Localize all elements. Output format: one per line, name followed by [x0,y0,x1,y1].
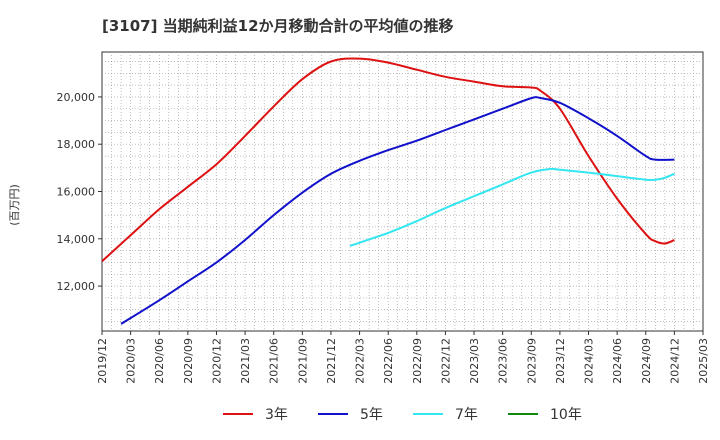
x-axis-ticks: 2019/12 2020/03 2020/06 2020/09 2020/12 2021/… [96,331,710,384]
x-tick-label: 2020/06 [153,338,166,384]
x-tick-label: 2020/09 [182,338,195,384]
grid [102,52,703,331]
x-tick-label: 2023/12 [554,338,567,384]
y-tick-label: 18,000 [57,138,96,151]
x-tick-label: 2023/09 [525,338,538,384]
x-tick-label: 2022/03 [354,338,367,384]
legend-label-10年: 10年 [550,407,582,423]
x-tick-label: 2024/09 [640,338,653,384]
x-tick-label: 2024/12 [668,338,681,384]
x-tick-label: 2021/06 [268,338,281,384]
x-tick-label: 2021/12 [325,338,338,384]
y-tick-label: 14,000 [57,233,96,246]
x-tick-label: 2021/09 [296,338,309,384]
series-line-7年 [349,167,675,247]
x-tick-label: 2021/03 [239,338,252,384]
y-tick-label: 20,000 [57,91,96,104]
legend-label-3年: 3年 [265,407,288,423]
x-tick-label: 2019/12 [96,338,109,384]
x-tick-label: 2022/09 [411,338,424,384]
chart-title: [3107] 当期純利益12か月移動合計の平均値の推移 [102,17,454,35]
x-tick-label: 2020/12 [210,338,223,384]
x-tick-label: 2024/06 [611,338,624,384]
x-tick-label: 2020/03 [125,338,138,384]
x-tick-label: 2022/06 [382,338,395,384]
legend-label-7年: 7年 [455,407,478,423]
y-axis-label: (百万円) [8,184,21,226]
legend-label-5年: 5年 [360,407,383,423]
x-tick-label: 2025/03 [697,338,710,384]
legend: 3年 5年 7年 10年 [223,407,582,423]
y-axis-ticks: 12,000 14,000 16,000 18,000 20,000 [57,91,102,293]
x-tick-label: 2022/12 [439,338,452,384]
x-tick-label: 2023/06 [497,338,510,384]
x-tick-label: 2024/03 [583,338,596,384]
series-line-3年 [101,57,675,263]
y-tick-label: 12,000 [57,280,96,293]
y-tick-label: 16,000 [57,186,96,199]
x-tick-label: 2023/03 [468,338,481,384]
series-line-5年 [120,96,675,325]
series-lines [101,57,675,325]
